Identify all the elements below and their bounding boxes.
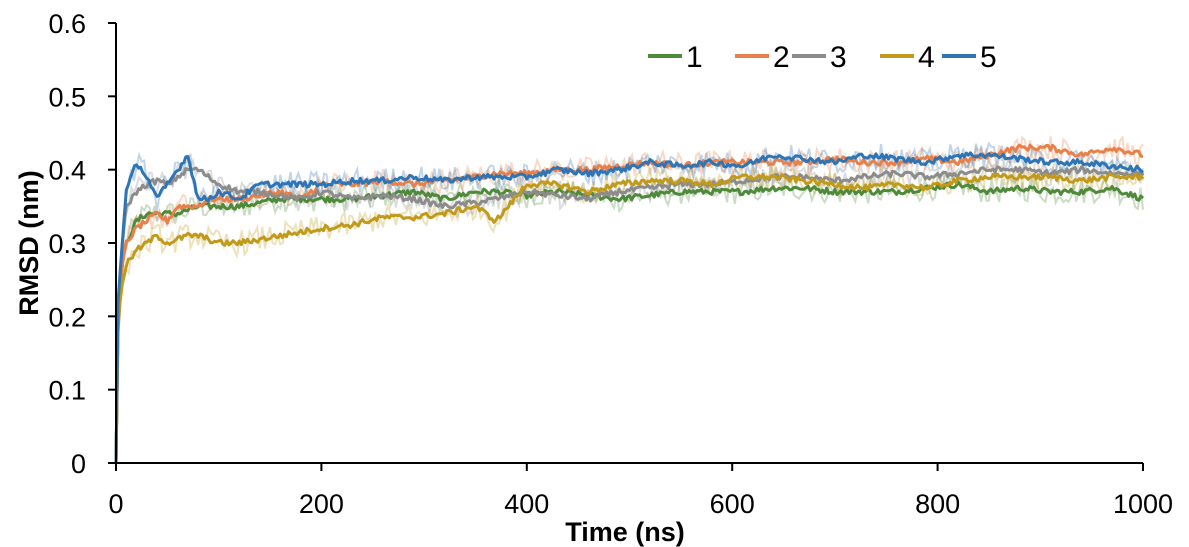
y-tick-label: 0.4 [48, 156, 86, 186]
legend: 1 2 3 4 5 [648, 41, 997, 74]
legend-label: 3 [830, 41, 847, 74]
series-1-line [114, 180, 1145, 464]
y-tick-label: 0 [71, 449, 86, 479]
series-3-raw-line [115, 156, 1144, 464]
series-4-line [114, 172, 1145, 464]
legend-label: 1 [686, 41, 703, 74]
legend-item-1: 1 [648, 41, 703, 74]
series-3-line [114, 165, 1145, 464]
legend-label: 5 [980, 41, 997, 74]
y-tick-label: 0.2 [48, 302, 86, 332]
y-tick-label: 0.6 [48, 9, 86, 39]
y-tick-label: 0.5 [48, 82, 86, 112]
y-axis-title: RMSD (nm) [14, 170, 44, 315]
legend-item-5: 5 [942, 41, 997, 74]
series-2-raw-line [115, 135, 1144, 464]
y-tick-label: 0.3 [48, 229, 86, 259]
legend-label: 2 [773, 41, 790, 74]
legend-item-3: 3 [792, 41, 847, 74]
x-tick-label: 800 [915, 489, 960, 519]
y-tick-label: 0.1 [48, 376, 86, 406]
series-layer [114, 143, 1145, 464]
series-5-line [114, 151, 1144, 464]
x-tick-label: 400 [504, 489, 549, 519]
ticks: 0 0.1 0.2 0.3 0.4 0.5 0.6 0 200 400 600 800 1000 [48, 9, 1173, 519]
legend-label: 4 [918, 41, 935, 74]
x-tick-label: 1000 [1113, 489, 1173, 519]
x-tick-label: 0 [108, 489, 123, 519]
axes [115, 23, 1143, 464]
series-2-line [114, 143, 1144, 464]
x-tick-label: 200 [299, 489, 344, 519]
x-axis-title: Time (ns) [565, 517, 685, 547]
legend-item-2: 2 [735, 41, 790, 74]
x-tick-label: 600 [710, 489, 755, 519]
legend-item-4: 4 [880, 41, 935, 74]
series-1-raw-line [115, 169, 1144, 464]
series-4-raw-line [115, 161, 1144, 464]
